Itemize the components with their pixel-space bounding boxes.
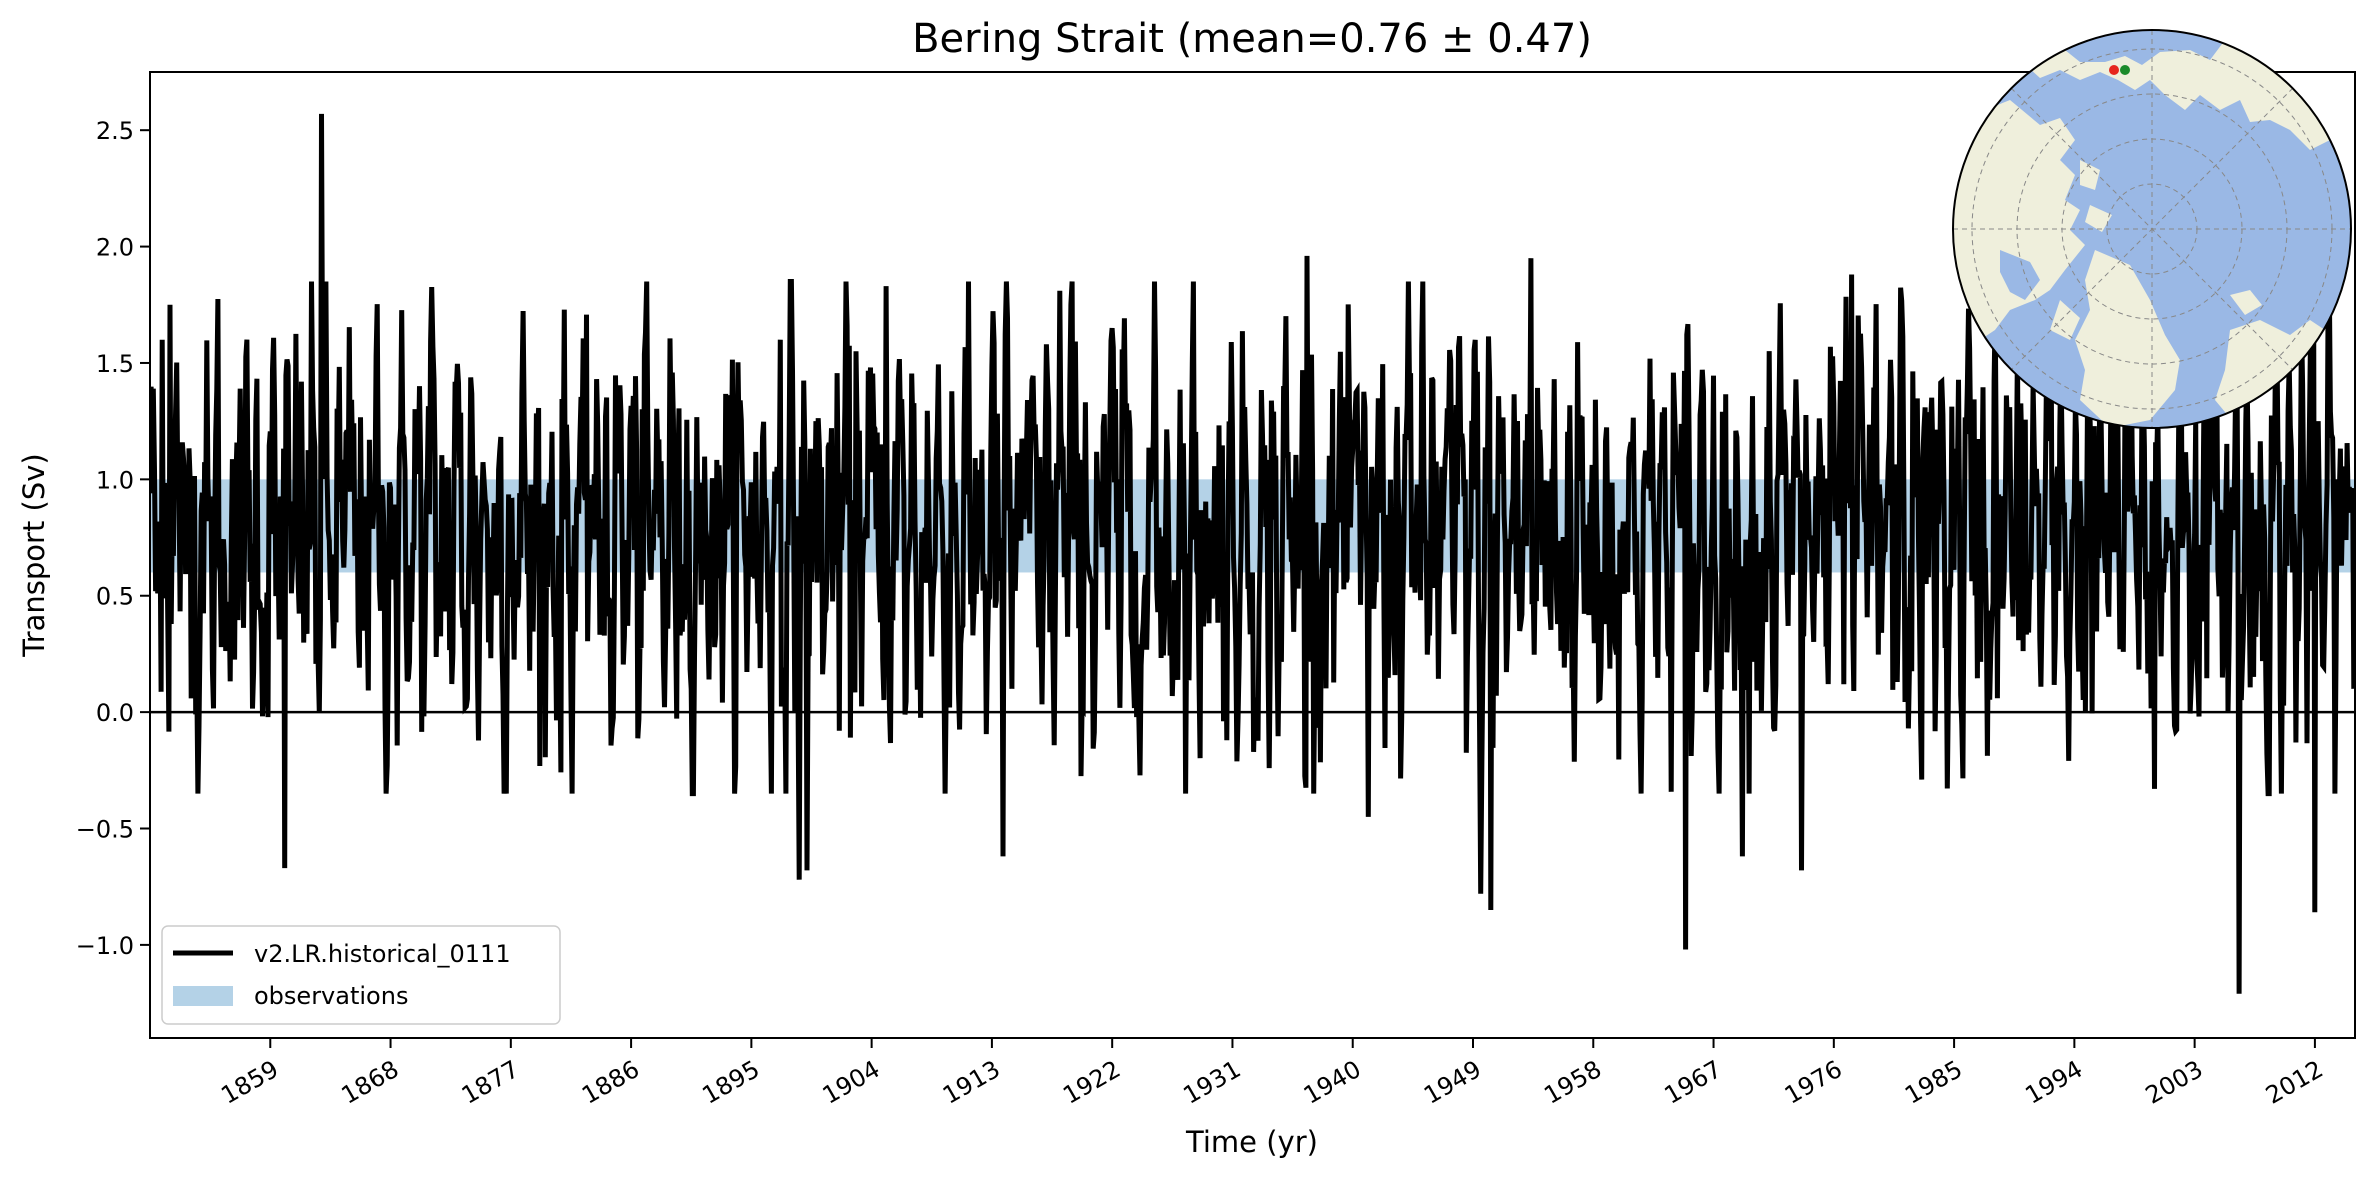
- y-tick-label: 2.5: [96, 117, 134, 145]
- series-line-model: [150, 113, 2355, 994]
- y-tick-label: 1.0: [96, 466, 134, 494]
- y-tick-label: 2.0: [96, 234, 134, 262]
- y-axis: −1.0 −0.5 0.0 0.5 1.0 1.5 2.0 2.5: [76, 117, 150, 960]
- y-tick-label: 0.5: [96, 583, 134, 611]
- map-land-greenland: [2075, 250, 2180, 428]
- legend-label-model: v2.LR.historical_0111: [254, 940, 511, 968]
- x-tick-label: 1958: [1539, 1055, 1606, 1110]
- x-tick-label: 1886: [577, 1055, 644, 1110]
- x-tick-label: 1985: [1900, 1055, 1967, 1110]
- x-tick-label: 1913: [938, 1055, 1005, 1110]
- y-tick-label: 0.0: [96, 699, 134, 727]
- chart-title: Bering Strait (mean=0.76 ± 0.47): [912, 16, 1592, 62]
- x-tick-label: 1895: [697, 1055, 764, 1110]
- map-land-eurasia: [1953, 30, 2351, 160]
- x-tick-label: 1859: [216, 1055, 283, 1110]
- x-tick-label: 1940: [1299, 1055, 1366, 1110]
- x-tick-label: 1922: [1058, 1055, 1125, 1110]
- y-tick-label: −1.0: [76, 932, 134, 960]
- x-tick-label: 1976: [1780, 1055, 1847, 1110]
- map-marker-green: [2120, 65, 2130, 75]
- map-land-archipelago: [2050, 160, 2112, 340]
- x-axis: 1859 1868 1877 1886 1895 1904 1913 1922 1931 1940…: [216, 1038, 2328, 1110]
- x-tick-label: 1931: [1179, 1055, 1246, 1110]
- legend-label-observations: observations: [254, 982, 408, 1010]
- x-tick-label: 2003: [2141, 1055, 2208, 1110]
- y-axis-label: Transport (Sv): [17, 453, 51, 658]
- map-land-svalbard: [2230, 290, 2262, 315]
- map-border: [1952, 29, 2352, 429]
- y-tick-label: 1.5: [96, 350, 134, 378]
- x-tick-label: 1994: [2020, 1055, 2087, 1110]
- inset-map: [1952, 29, 2352, 429]
- x-tick-label: 1868: [337, 1055, 404, 1110]
- x-axis-label: Time (yr): [1185, 1125, 1318, 1159]
- x-tick-label: 1949: [1419, 1055, 1486, 1110]
- legend: v2.LR.historical_0111 observations: [161, 925, 561, 1025]
- map-marker-red: [2109, 65, 2119, 75]
- map-graticule: [1953, 30, 2351, 428]
- legend-box: [161, 925, 561, 1025]
- x-tick-label: 1877: [457, 1055, 524, 1110]
- x-tick-label: 2012: [2261, 1055, 2328, 1110]
- x-tick-label: 1904: [818, 1055, 885, 1110]
- x-tick-label: 1967: [1660, 1055, 1727, 1110]
- legend-swatch-observations: [173, 986, 233, 1006]
- plot-frame: [149, 71, 2356, 1039]
- y-tick-label: −0.5: [76, 816, 134, 844]
- plot-area: [150, 113, 2355, 994]
